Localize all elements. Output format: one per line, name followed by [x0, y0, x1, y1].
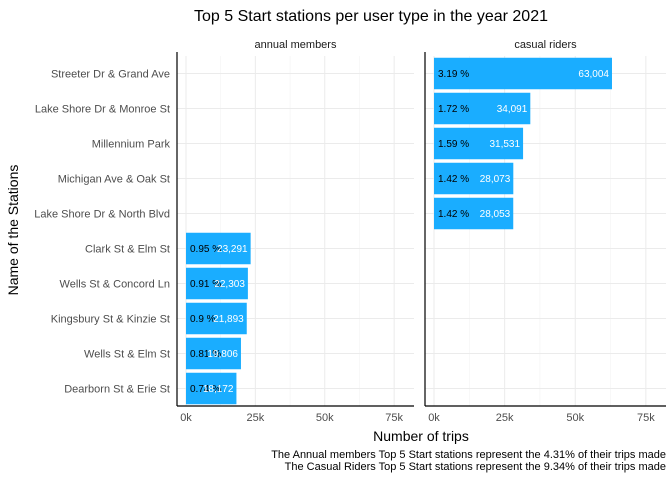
bars-layer	[186, 57, 612, 405]
facet-strip-label: annual members	[255, 39, 337, 51]
bar-percent-label: 3.19 %	[438, 69, 469, 80]
bar-value-label: 19,806	[207, 349, 238, 360]
bar-value-label: 18,172	[203, 384, 234, 395]
bar-value-label: 63,004	[578, 69, 609, 80]
bar	[186, 232, 251, 265]
bar	[434, 127, 524, 160]
bar-value-label: 23,291	[217, 244, 248, 255]
bar-percent-label: 0.81 %	[190, 349, 221, 360]
y-tick-label: Streeter Dr & Grand Ave	[51, 69, 170, 81]
bar	[434, 57, 612, 90]
x-tick-label: 0k	[428, 412, 440, 424]
y-tick-label: Clark St & Elm St	[85, 244, 170, 256]
caption-annual-members: The Annual members Top 5 Start stations …	[271, 449, 666, 461]
bar-value-label: 21,893	[213, 314, 244, 325]
y-tick-label: Michigan Ave & Oak St	[58, 174, 170, 186]
bar	[434, 162, 514, 195]
x-tick-label: 25k	[496, 412, 514, 424]
facet-strip-label: casual riders	[514, 39, 577, 51]
bar-value-label: 28,053	[480, 209, 511, 220]
x-tick-label: 75k	[637, 412, 655, 424]
bar-value-label: 31,531	[489, 139, 520, 150]
bar	[186, 302, 247, 335]
bar	[434, 197, 514, 230]
bar-value-label: 34,091	[497, 104, 528, 115]
bar-percent-label: 0.74 %	[190, 384, 221, 395]
bar-percent-label: 0.95 %	[190, 244, 221, 255]
labels-layer: 0k 25k 50k 75k annual members 0.95 %23,291 0.9…	[34, 39, 655, 424]
caption-casual-riders: The Casual Riders Top 5 Start stations r…	[285, 461, 666, 473]
y-tick-label: Lake Shore Dr & Monroe St	[35, 104, 170, 116]
x-tick-label: 25k	[247, 412, 265, 424]
x-axis-title: Number of trips	[373, 428, 469, 444]
axes-layer	[176, 52, 666, 407]
bar-value-label: 22,303	[214, 279, 245, 290]
x-tick-label: 0k	[180, 412, 192, 424]
bar	[186, 267, 248, 300]
bar-percent-label: 1.59 %	[438, 139, 469, 150]
bar	[434, 92, 531, 125]
chart-title: Top 5 Start stations per user type in th…	[194, 8, 548, 25]
y-axis-title: Name of the Stations	[5, 165, 21, 296]
y-tick-label: Millennium Park	[92, 139, 171, 151]
y-tick-label: Wells St & Elm St	[84, 349, 170, 361]
bar-percent-label: 1.72 %	[438, 104, 469, 115]
bar-value-label: 28,073	[480, 174, 511, 185]
grid-layer	[177, 56, 666, 406]
bar-percent-label: 0.9 %	[190, 314, 216, 325]
y-tick-label: Dearborn St & Erie St	[64, 384, 170, 396]
y-tick-label: Kingsbury St & Kinzie St	[51, 314, 170, 326]
x-tick-label: 50k	[566, 412, 584, 424]
y-tick-label: Wells St & Concord Ln	[60, 279, 170, 291]
y-tick-label: Lake Shore Dr & North Blvd	[34, 209, 170, 221]
bar-percent-label: 0.91 %	[190, 279, 221, 290]
bar	[186, 372, 237, 405]
bar	[186, 337, 241, 370]
x-tick-label: 75k	[385, 412, 403, 424]
x-tick-label: 50k	[316, 412, 334, 424]
bar-percent-label: 1.42 %	[438, 174, 469, 185]
bar-percent-label: 1.42 %	[438, 209, 469, 220]
